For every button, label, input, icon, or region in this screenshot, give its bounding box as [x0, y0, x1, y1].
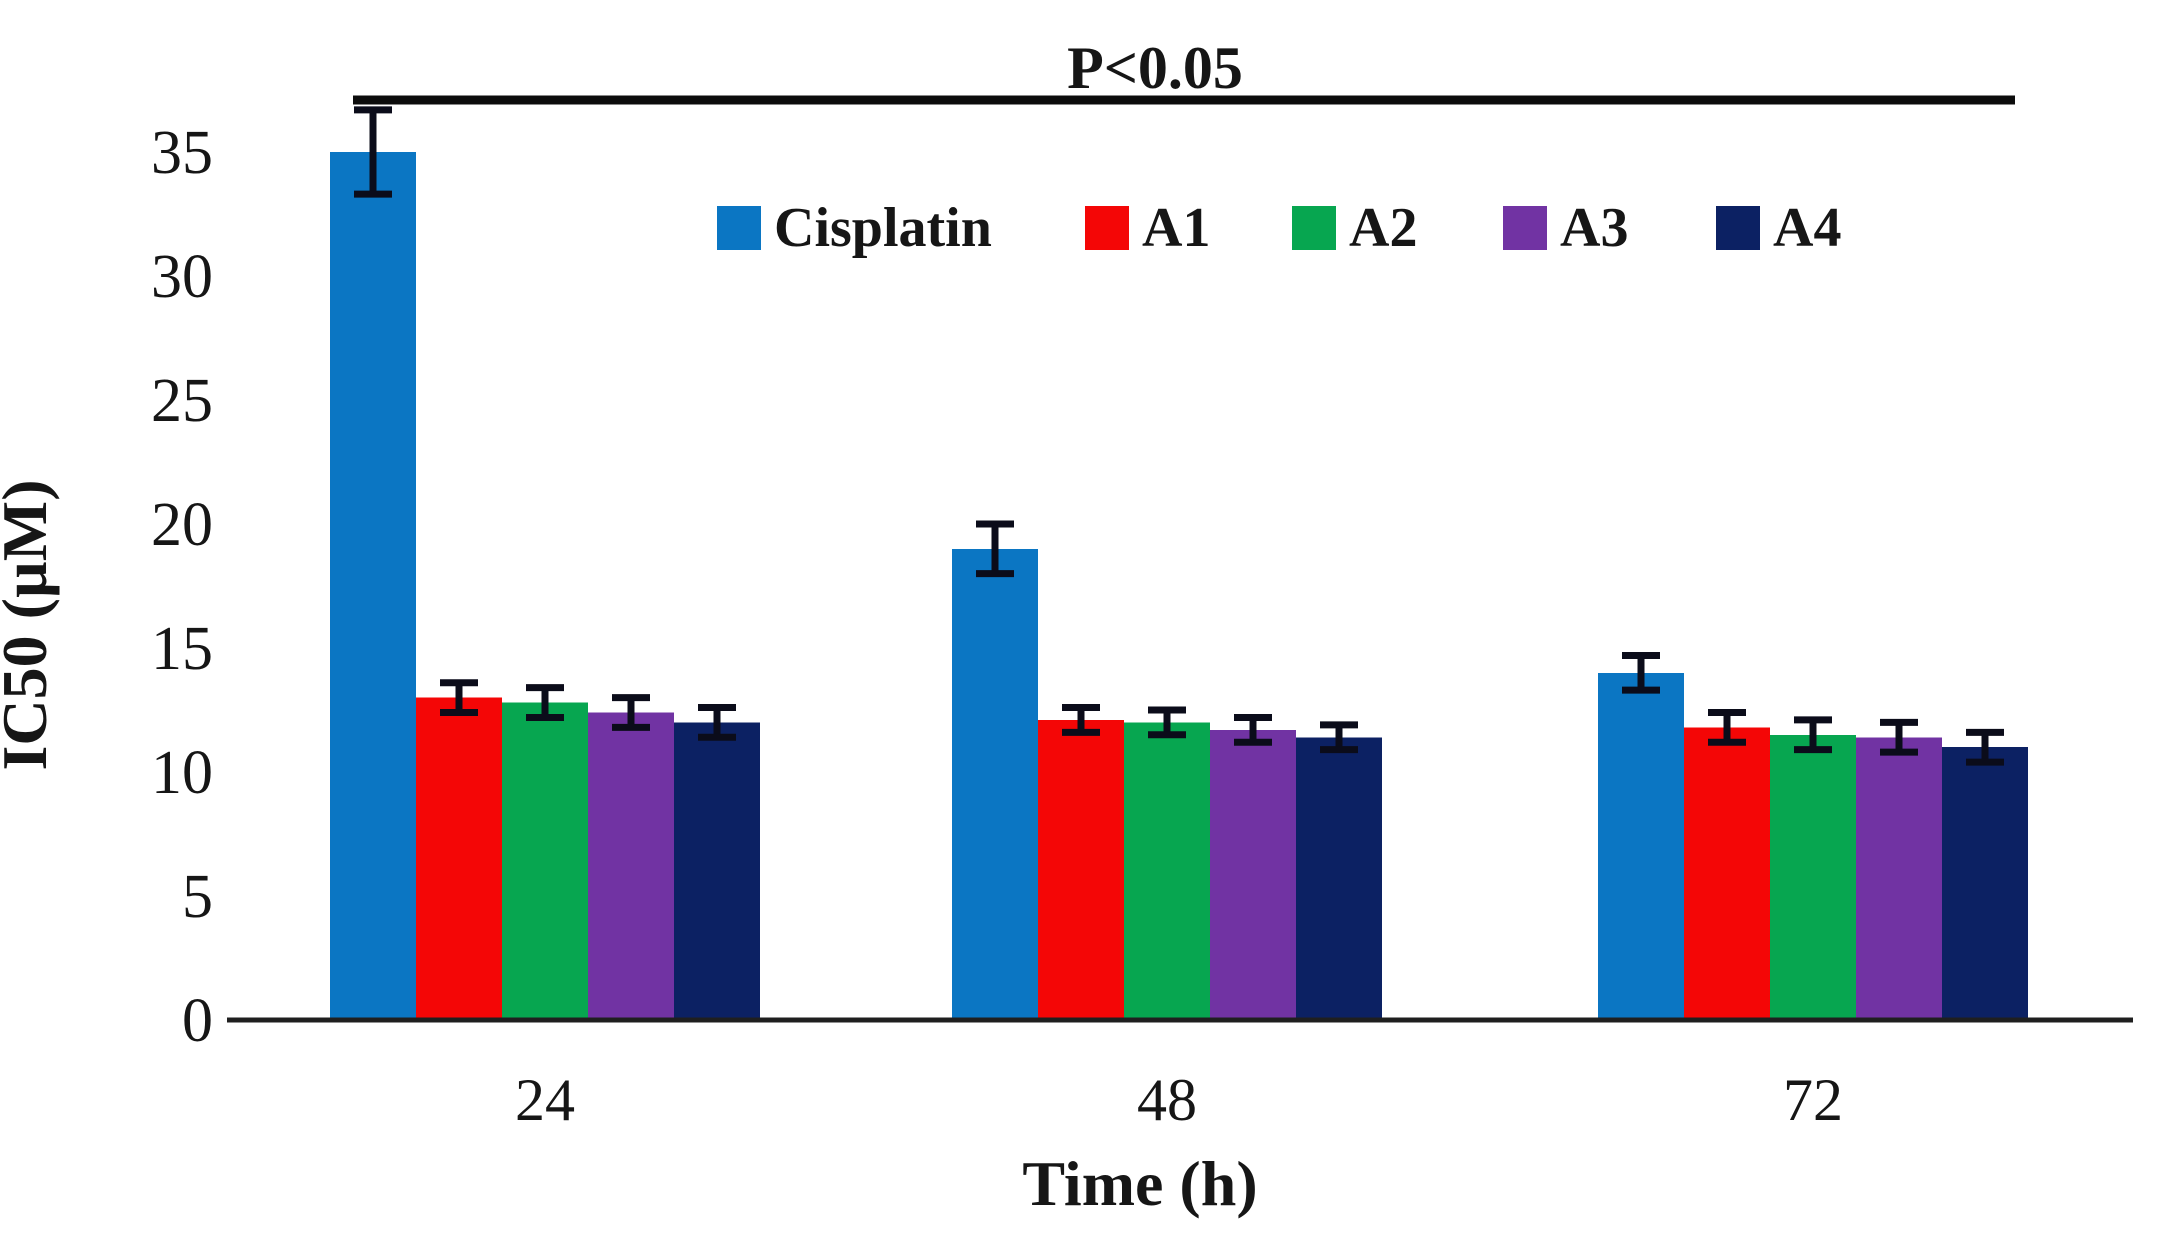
- bar-A4-24: [674, 722, 760, 1020]
- bar-A4-72: [1942, 747, 2028, 1020]
- error-bar-A2-24: [526, 684, 564, 721]
- bar-Cisplatin-24: [330, 152, 416, 1020]
- legend-swatch-A2: [1292, 206, 1336, 250]
- y-tick-label-10: 10: [151, 739, 213, 807]
- y-tick-label-35: 35: [151, 119, 213, 187]
- x-axis-tick-labels: 24 48 72: [515, 1067, 1843, 1133]
- error-bar-A1-48: [1062, 704, 1100, 736]
- significance-label: P<0.05: [1067, 35, 1243, 101]
- x-axis-title: Time (h): [1022, 1148, 1257, 1219]
- error-bar-Cisplatin-72: [1622, 651, 1660, 694]
- bar-A3-72: [1856, 737, 1942, 1020]
- bar-A1-72: [1684, 727, 1770, 1020]
- error-bar-Cisplatin-48: [976, 520, 1014, 578]
- legend-swatch-A4: [1716, 206, 1760, 250]
- x-tick-label-24: 24: [515, 1067, 575, 1133]
- bar-A1-24: [416, 697, 502, 1020]
- error-bar-A1-24: [440, 679, 478, 716]
- bar-A2-72: [1770, 734, 1856, 1020]
- error-bar-Cisplatin-24: [354, 106, 392, 198]
- legend-label-A2: A2: [1349, 197, 1417, 259]
- error-bar-A2-72: [1794, 716, 1832, 754]
- y-tick-label-20: 20: [151, 491, 213, 559]
- error-bar-A4-72: [1966, 728, 2004, 766]
- error-bar-A2-48: [1148, 706, 1186, 739]
- bar-A1-48: [1038, 719, 1124, 1020]
- x-tick-label-48: 48: [1137, 1067, 1197, 1133]
- y-tick-label-30: 30: [151, 243, 213, 311]
- y-axis-title: IC50 (µM): [0, 479, 60, 770]
- error-bar-A3-48: [1234, 713, 1272, 746]
- legend-label-A1: A1: [1142, 197, 1210, 259]
- y-tick-label-15: 15: [151, 615, 213, 683]
- bars-group: [330, 106, 2028, 1020]
- bar-A3-48: [1210, 729, 1296, 1020]
- bar-A2-24: [502, 702, 588, 1020]
- y-tick-label-0: 0: [182, 987, 213, 1055]
- error-bar-A3-72: [1880, 718, 1918, 756]
- legend-swatch-A1: [1085, 206, 1129, 250]
- bar-A4-48: [1296, 737, 1382, 1020]
- legend-label-A4: A4: [1773, 197, 1841, 259]
- error-bar-A4-48: [1320, 721, 1358, 754]
- legend-item-A2: A2: [1292, 197, 1417, 259]
- legend-label-Cisplatin: Cisplatin: [774, 197, 992, 259]
- y-axis-tick-labels: 0 5 10 15 20 25 30 35: [151, 119, 213, 1055]
- error-bar-A3-24: [612, 694, 650, 731]
- legend: Cisplatin A1 A2 A3 A4: [717, 197, 1841, 259]
- legend-label-A3: A3: [1560, 197, 1628, 259]
- bar-Cisplatin-48: [952, 548, 1038, 1020]
- error-bar-A1-72: [1708, 708, 1746, 746]
- bar-Cisplatin-72: [1598, 672, 1684, 1020]
- y-tick-label-25: 25: [151, 367, 213, 435]
- y-tick-label-5: 5: [182, 863, 213, 931]
- legend-item-A3: A3: [1503, 197, 1628, 259]
- legend-swatch-A3: [1503, 206, 1547, 250]
- legend-swatch-Cisplatin: [717, 206, 761, 250]
- x-tick-label-72: 72: [1783, 1067, 1843, 1133]
- legend-item-Cisplatin: Cisplatin: [717, 197, 992, 259]
- error-bar-A4-24: [698, 704, 736, 741]
- legend-item-A4: A4: [1716, 197, 1841, 259]
- bar-A2-48: [1124, 722, 1210, 1020]
- bar-A3-24: [588, 712, 674, 1020]
- legend-item-A1: A1: [1085, 197, 1210, 259]
